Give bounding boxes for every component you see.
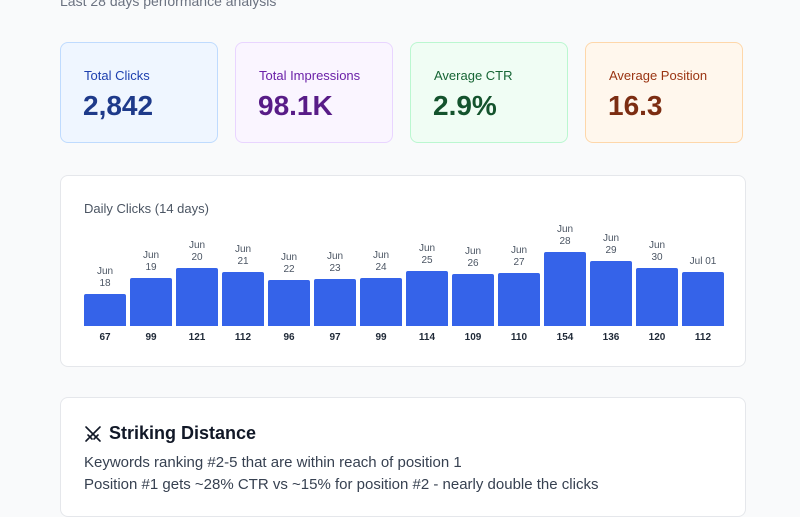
data-label: 67 — [99, 332, 111, 343]
bar — [176, 267, 218, 326]
x-tick-label: Jun 25 — [418, 243, 436, 267]
kpi-label: Total Impressions — [259, 68, 361, 83]
kpi-card: Average Position 16.3 — [585, 42, 743, 143]
x-tick-label: Jun 18 — [96, 265, 114, 289]
section-text: Keywords ranking #2-5 that are within re… — [84, 454, 462, 471]
x-tick-label: Jun 24 — [372, 250, 390, 274]
data-label: 99 — [375, 332, 387, 343]
x-tick-label: Jul 01 — [689, 256, 717, 268]
bar — [360, 278, 402, 326]
kpi-label: Average CTR — [434, 68, 513, 83]
bar-column: Jul 01 — [682, 256, 724, 326]
bar-area: Jun 18 Jun 19 Jun 20 Jun 21 Jun 22 Jun 23 Jun … — [84, 216, 724, 326]
x-tick-label: Jun 28 — [556, 224, 574, 247]
bar — [130, 278, 172, 326]
bar-column: Jun 22 — [268, 252, 310, 326]
data-label: 97 — [329, 332, 341, 343]
section-text: Position #1 gets ~28% CTR vs ~15% for po… — [84, 476, 599, 493]
kpi-value: 16.3 — [608, 90, 663, 121]
data-label: 154 — [556, 332, 574, 343]
x-tick-label: Jun 20 — [188, 239, 206, 263]
swords-icon — [85, 426, 101, 442]
x-tick-label: Jun 30 — [648, 240, 666, 264]
x-tick-label: Jun 21 — [234, 244, 252, 268]
bar-column: Jun 21 — [222, 244, 264, 326]
bar — [452, 273, 494, 326]
bar — [268, 279, 310, 326]
bar — [682, 272, 724, 326]
chart-title: Daily Clicks (14 days) — [84, 201, 209, 216]
bar — [84, 293, 126, 326]
data-label: 109 — [464, 332, 482, 343]
page: Last 28 days performance analysis Total … — [60, 0, 746, 517]
bar — [314, 279, 356, 326]
kpi-value: 2.9% — [433, 90, 497, 121]
value-labels: 67 99 121 112 96 97 99 114 109 110 154 136 120 112 — [84, 332, 724, 343]
kpi-label: Total Clicks — [84, 68, 150, 83]
bar-column: Jun 27 — [498, 245, 540, 326]
bar-column: Jun 25 — [406, 243, 448, 326]
data-label: 112 — [234, 332, 252, 343]
bar — [636, 268, 678, 326]
bar-column: Jun 26 — [452, 246, 494, 326]
kpi-value: 98.1K — [258, 90, 333, 121]
bar — [590, 260, 632, 326]
section-title: Striking Distance — [109, 423, 257, 443]
kpi-card: Total Clicks 2,842 — [60, 42, 218, 143]
chart-card: Daily Clicks (14 days) Jun 18 Jun 19 Jun 2… — [60, 175, 746, 367]
kpi-card: Average CTR 2.9% — [410, 42, 568, 143]
x-tick-label: Jun 23 — [326, 251, 344, 275]
data-label: 112 — [694, 332, 712, 343]
data-label: 114 — [418, 332, 436, 343]
section-card: Striking Distance Keywords ranking #2-5 … — [60, 397, 746, 517]
bar — [544, 252, 586, 326]
bar-column: Jun 28 — [544, 224, 586, 326]
kpi-label: Average Position — [609, 68, 708, 83]
bar-column: Jun 23 — [314, 251, 356, 326]
x-tick-label: Jun 26 — [464, 245, 482, 269]
subtitle: Last 28 days performance analysis — [60, 0, 277, 9]
x-tick-label: Jun 29 — [602, 232, 620, 256]
bar-column: Jun 19 — [130, 250, 172, 326]
data-label: 99 — [145, 332, 157, 343]
data-label: 136 — [602, 332, 620, 343]
bar — [498, 273, 540, 326]
bar-column: Jun 18 — [84, 266, 126, 326]
bar-column: Jun 20 — [176, 240, 218, 326]
bar-column: Jun 24 — [360, 250, 402, 326]
bar-column: Jun 30 — [636, 240, 678, 326]
kpi-value: 2,842 — [83, 90, 154, 121]
data-label: 121 — [188, 332, 206, 343]
x-tick-label: Jun 27 — [510, 245, 528, 269]
data-label: 110 — [510, 332, 528, 343]
bar — [406, 271, 448, 326]
x-tick-label: Jun 22 — [280, 251, 298, 275]
bar — [222, 272, 264, 326]
bar-column: Jun 29 — [590, 233, 632, 326]
kpi-card: Total Impressions 98.1K — [235, 42, 393, 143]
data-label: 120 — [648, 332, 666, 343]
x-tick-label: Jun 19 — [142, 250, 160, 274]
data-label: 96 — [283, 332, 295, 343]
